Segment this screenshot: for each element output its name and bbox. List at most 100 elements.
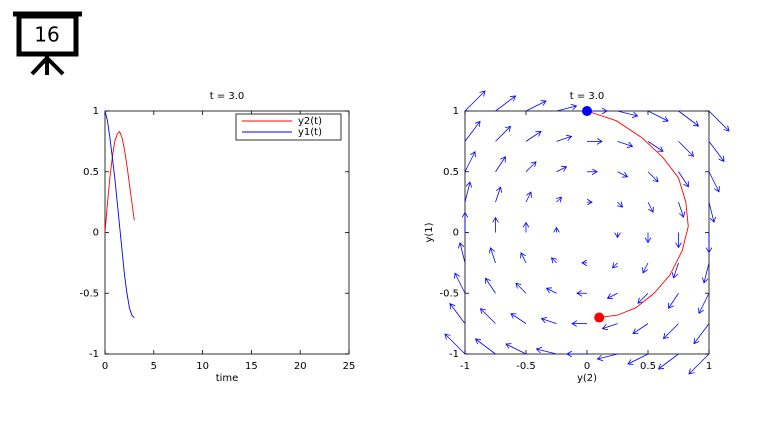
y-tick-label: 0.5	[443, 167, 459, 178]
quiver-arrow	[603, 323, 618, 329]
quiver-arrow	[678, 201, 684, 217]
chart-title: t = 3.0	[570, 91, 605, 102]
quiver-arrow	[445, 334, 466, 355]
x-tick-label: 20	[294, 361, 307, 372]
quiver-arrow	[491, 248, 496, 264]
quiver-arrow	[647, 141, 663, 151]
quiver-arrow	[694, 323, 710, 344]
quiver-arrow	[495, 96, 516, 112]
quiver-arrow	[525, 131, 541, 142]
quiver-arrow	[450, 304, 466, 324]
quiver-arrow	[669, 293, 679, 308]
quiver-arrow	[689, 353, 710, 374]
end-marker	[594, 312, 605, 323]
x-tick-label: 0	[102, 361, 108, 372]
quiver-arrow	[464, 91, 485, 112]
quiver-arrow	[643, 262, 649, 273]
quiver-arrow	[511, 314, 527, 324]
series-line	[104, 110, 135, 318]
quiver-arrow	[678, 141, 694, 156]
quiver-arrow	[464, 152, 475, 172]
x-tick-label: 0	[584, 361, 590, 372]
x-tick-label: 10	[196, 361, 209, 372]
quiver-arrow	[708, 141, 724, 161]
quiver-arrow	[486, 278, 496, 294]
plot-frame	[464, 110, 710, 355]
quiver-arrow	[704, 262, 710, 283]
x-tick-label: 0.5	[640, 361, 656, 372]
quiver-arrow	[613, 263, 618, 268]
quiver-arrow	[556, 136, 572, 142]
quiver-arrow	[678, 171, 689, 187]
y-tick-label: 1	[93, 106, 99, 117]
quiver-arrow	[617, 110, 638, 116]
slide-number-icon: 16	[13, 11, 82, 76]
quiver-arrow	[547, 288, 557, 294]
x-tick-label: 5	[151, 361, 157, 372]
quiver-arrow	[598, 353, 618, 359]
quiver-arrow	[460, 243, 466, 263]
legend-label: y1(t)	[298, 127, 322, 138]
quiver-arrow	[708, 202, 714, 222]
quiver-arrow	[699, 293, 710, 313]
x-tick-label: 25	[343, 361, 356, 372]
quiver-arrow	[617, 171, 628, 177]
quiver-arrow	[495, 126, 511, 142]
quiver-arrow	[516, 283, 527, 294]
series-line	[104, 130, 135, 233]
quiver-arrow	[556, 167, 567, 173]
quiver-arrow	[633, 323, 649, 334]
quiver-arrow	[521, 253, 527, 264]
y-tick-label: 0	[453, 228, 459, 239]
quiver-arrow	[647, 201, 653, 212]
quiver-arrow	[525, 101, 546, 112]
quiver-arrow	[617, 140, 633, 146]
slide-number: 16	[34, 23, 59, 47]
y-tick-label: -0.5	[439, 288, 459, 299]
quiver-arrow	[455, 273, 466, 294]
quiver-arrow	[495, 157, 506, 172]
plot-frame	[104, 110, 350, 355]
quiver-arrow	[481, 309, 496, 324]
x-tick-label: 15	[245, 361, 258, 372]
x-tick-label: -0.5	[516, 361, 536, 372]
quiver-arrow	[647, 171, 658, 182]
chart-title: t = 3.0	[210, 91, 245, 102]
quiver-arrow	[628, 353, 649, 364]
quiver-arrow	[552, 258, 557, 263]
quiver-arrow	[556, 106, 577, 112]
quiver-arrow	[525, 162, 536, 173]
chart: t = 3.0 -1 -0.5 0 0.5 1 1 0.5 0 -0.5 -1 y(2) y(1)	[424, 91, 729, 384]
x-tick-label: 1	[706, 361, 712, 372]
quiver-arrow	[464, 121, 480, 142]
y-tick-label: -0.5	[79, 288, 99, 299]
legend-box	[235, 113, 342, 141]
quiver-arrow	[542, 319, 557, 325]
quiver-arrow	[495, 187, 501, 203]
quiver-arrow	[647, 110, 668, 121]
quiver-arrow	[537, 349, 557, 355]
chart: t = 3.0 0 5 10 15 20 25 1 0.5 0 -0.5 -1 time y2(t)y1(…	[79, 91, 355, 384]
x-axis-label: time	[216, 373, 239, 384]
trajectory	[586, 110, 689, 318]
y-tick-label: 1	[453, 106, 459, 117]
x-axis-label: y(2)	[577, 373, 597, 384]
quiver-arrow	[464, 182, 470, 203]
y-tick-label: -1	[89, 349, 99, 360]
quiver-arrow	[525, 192, 531, 203]
x-tick-label: -1	[460, 361, 470, 372]
quiver-arrow	[664, 323, 679, 339]
quiver-arrow	[708, 171, 719, 192]
quiver-arrow	[618, 202, 623, 207]
quiver-arrow	[674, 262, 679, 278]
start-marker	[582, 106, 592, 116]
quiver-arrow	[678, 110, 699, 126]
quiver-arrow	[476, 339, 496, 355]
y-tick-label: -1	[449, 349, 459, 360]
quiver-arrow	[708, 110, 729, 131]
quiver-arrow	[638, 292, 649, 303]
y-axis-label: y(1)	[424, 222, 435, 242]
y-tick-label: 0	[93, 228, 99, 239]
